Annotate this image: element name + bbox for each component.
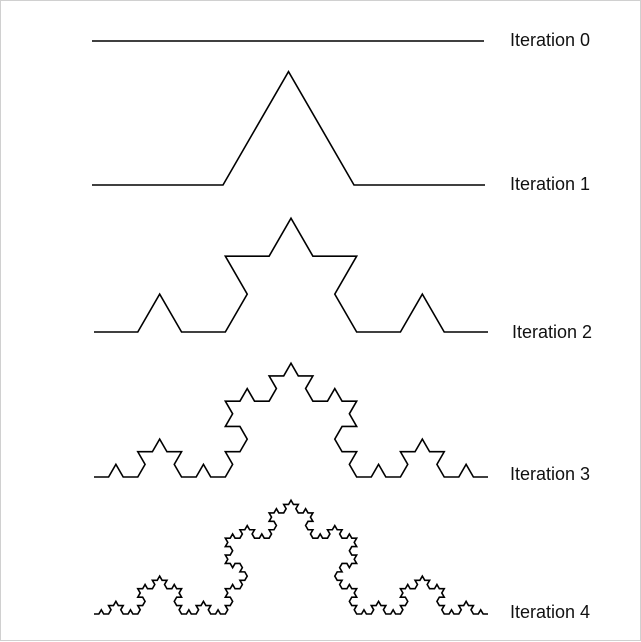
iteration-2-label: Iteration 2 [512,322,593,342]
iteration-1-label: Iteration 1 [510,174,591,194]
koch-curve-iteration-3 [94,361,488,478]
iteration-3-label: Iteration 3 [510,464,591,484]
koch-curve-iteration-4 [94,498,488,615]
koch-curve-iteration-1 [92,69,485,186]
iteration-0-label: Iteration 0 [510,30,591,50]
iteration-4-label: Iteration 4 [510,602,591,622]
koch-curve-iteration-2 [94,216,488,333]
